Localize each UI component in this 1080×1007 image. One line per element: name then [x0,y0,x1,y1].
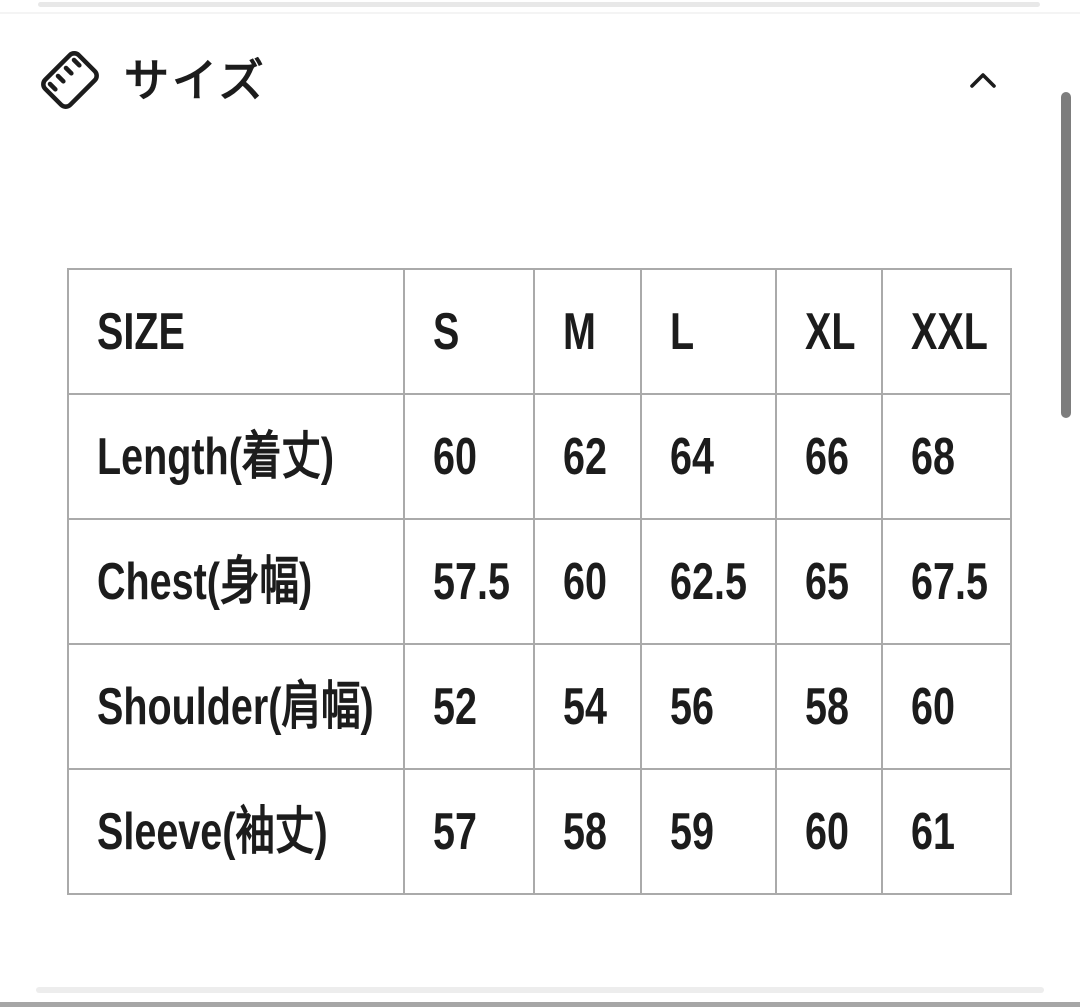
table-cell: 57.5 [403,518,535,645]
row-label-cell: Shoulder(肩幅) [67,643,405,770]
table-cell: 62 [533,393,642,520]
row-label: Sleeve(袖丈) [97,802,328,861]
chevron-up-icon[interactable] [968,69,998,91]
table-cell: 60 [881,643,1012,770]
table-cell: 54 [533,643,642,770]
table-row: Chest(身幅) 57.5 60 62.5 65 67.5 [67,518,1012,645]
cell-value: 59 [670,802,714,861]
table-cell: 58 [775,643,883,770]
size-table: SIZE S M L XL XXL Length(着丈) 60 62 64 66… [67,268,1012,895]
cell-value: 54 [563,677,607,736]
cell-value: 60 [911,677,955,736]
cell-value: 66 [805,427,849,486]
cell-value: 52 [433,677,477,736]
table-row: Sleeve(袖丈) 57 58 59 60 61 [67,768,1012,895]
row-label: Shoulder(肩幅) [97,677,374,736]
table-cell: 67.5 [881,518,1012,645]
top-divider-bar [38,2,1040,7]
table-row: Shoulder(肩幅) 52 54 56 58 60 [67,643,1012,770]
column-header: XXL [911,302,988,361]
row-label-cell: Chest(身幅) [67,518,405,645]
cell-value: 67.5 [911,552,988,611]
cell-value: 61 [911,802,955,861]
table-cell: 65 [775,518,883,645]
cell-value: 60 [433,427,477,486]
table-cell: 57 [403,768,535,895]
size-section-header[interactable]: サイズ [38,46,1010,114]
section-title: サイズ [124,54,267,106]
column-header: XL [805,302,856,361]
table-cell: 58 [533,768,642,895]
table-header-cell: XL [775,268,883,395]
table-header-row: SIZE S M L XL XXL [67,268,1012,395]
cell-value: 57.5 [433,552,510,611]
column-header: S [433,302,460,361]
table-cell: 64 [640,393,777,520]
bottom-section-edge [0,1002,1080,1007]
table-header-cell: S [403,268,535,395]
cell-value: 57 [433,802,477,861]
table-header-cell: SIZE [67,268,405,395]
cell-value: 56 [670,677,714,736]
bottom-divider-bar [36,987,1044,993]
table-cell: 60 [403,393,535,520]
row-label: Chest(身幅) [97,552,313,611]
cell-value: 60 [805,802,849,861]
column-header: SIZE [97,302,185,361]
cell-value: 62 [563,427,607,486]
table-header-cell: XXL [881,268,1012,395]
table-cell: 60 [775,768,883,895]
cell-value: 62.5 [670,552,747,611]
table-cell: 68 [881,393,1012,520]
table-cell: 60 [533,518,642,645]
column-header: L [670,302,695,361]
cell-value: 64 [670,427,714,486]
ruler-icon [38,48,102,112]
table-cell: 62.5 [640,518,777,645]
cell-value: 60 [563,552,607,611]
column-header: M [563,302,596,361]
table-cell: 66 [775,393,883,520]
cell-value: 58 [563,802,607,861]
table-cell: 61 [881,768,1012,895]
table-header-cell: M [533,268,642,395]
table-row: Length(着丈) 60 62 64 66 68 [67,393,1012,520]
row-label-cell: Length(着丈) [67,393,405,520]
cell-value: 58 [805,677,849,736]
table-cell: 52 [403,643,535,770]
row-label-cell: Sleeve(袖丈) [67,768,405,895]
scrollbar-thumb[interactable] [1061,92,1071,418]
cell-value: 68 [911,427,955,486]
table-cell: 59 [640,768,777,895]
row-label: Length(着丈) [97,427,335,486]
top-divider-line [0,12,1080,14]
table-header-cell: L [640,268,777,395]
cell-value: 65 [805,552,849,611]
table-cell: 56 [640,643,777,770]
